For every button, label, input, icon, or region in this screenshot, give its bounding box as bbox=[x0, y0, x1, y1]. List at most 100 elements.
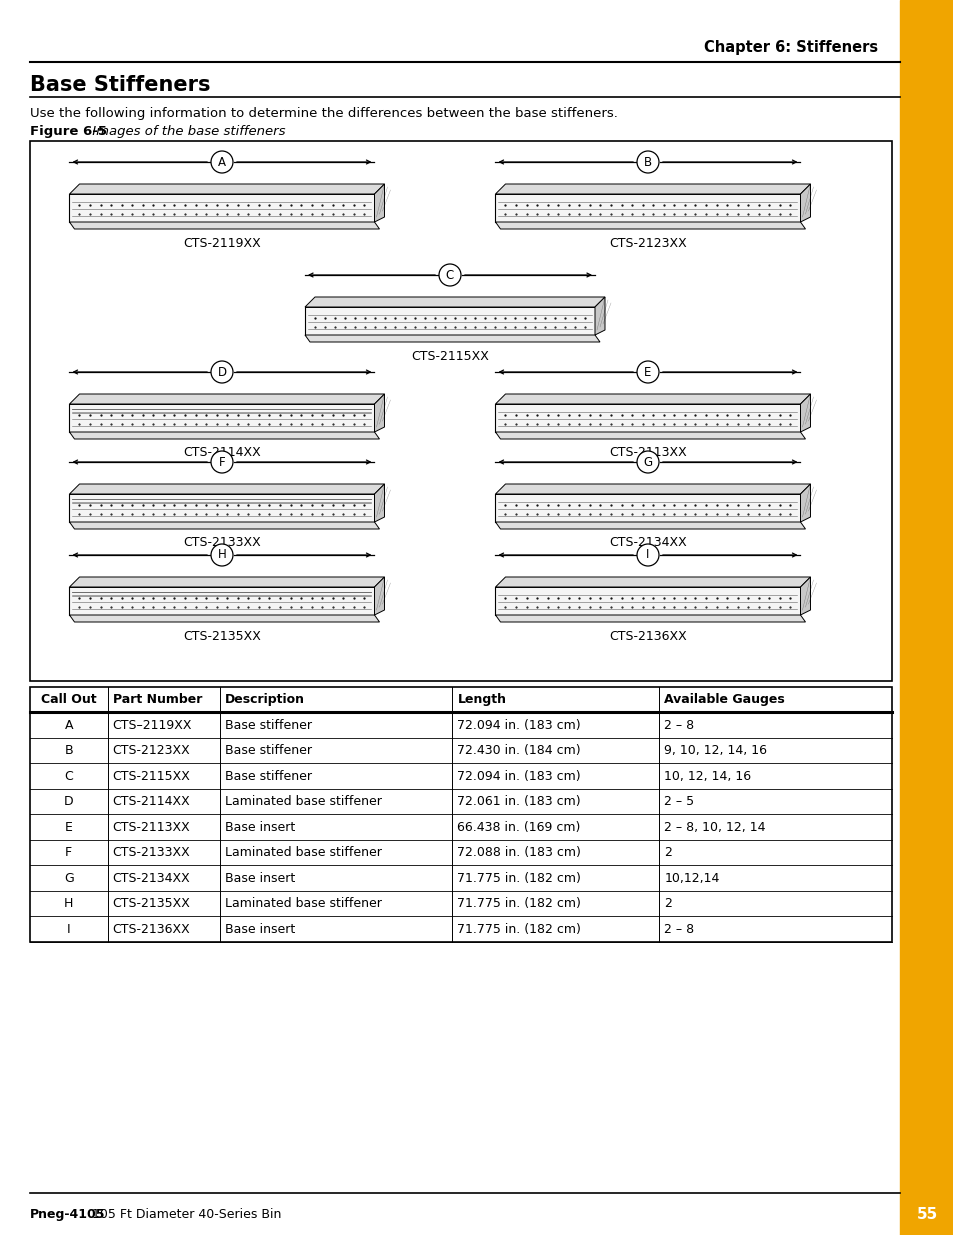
Polygon shape bbox=[70, 522, 379, 529]
Text: CTS-2123XX: CTS-2123XX bbox=[608, 236, 686, 249]
Text: 55: 55 bbox=[916, 1208, 937, 1223]
Text: D: D bbox=[217, 366, 226, 378]
Text: CTS-2113XX: CTS-2113XX bbox=[608, 447, 686, 459]
Polygon shape bbox=[70, 484, 384, 494]
Text: Figure 6-5: Figure 6-5 bbox=[30, 125, 107, 137]
Polygon shape bbox=[495, 587, 800, 615]
Polygon shape bbox=[800, 577, 810, 615]
Text: 2: 2 bbox=[663, 898, 672, 910]
Polygon shape bbox=[495, 394, 810, 404]
Polygon shape bbox=[495, 494, 800, 522]
Text: E: E bbox=[643, 366, 651, 378]
Circle shape bbox=[211, 151, 233, 173]
Text: Pneg-4105: Pneg-4105 bbox=[30, 1209, 106, 1221]
Circle shape bbox=[211, 543, 233, 566]
Text: CTS-2115XX: CTS-2115XX bbox=[112, 769, 191, 783]
Text: Part Number: Part Number bbox=[112, 693, 202, 706]
Polygon shape bbox=[495, 577, 810, 587]
Text: Base stiffener: Base stiffener bbox=[224, 719, 312, 732]
Polygon shape bbox=[495, 194, 800, 222]
Text: CTS-2114XX: CTS-2114XX bbox=[112, 795, 191, 808]
Circle shape bbox=[637, 543, 659, 566]
Text: 72.094 in. (183 cm): 72.094 in. (183 cm) bbox=[456, 769, 580, 783]
Text: G: G bbox=[64, 872, 73, 884]
Text: 72.094 in. (183 cm): 72.094 in. (183 cm) bbox=[456, 719, 580, 732]
Text: CTS-2135XX: CTS-2135XX bbox=[183, 630, 261, 642]
Text: 71.775 in. (182 cm): 71.775 in. (182 cm) bbox=[456, 923, 580, 936]
Text: Length: Length bbox=[456, 693, 506, 706]
Text: F: F bbox=[218, 456, 225, 468]
Polygon shape bbox=[70, 222, 379, 228]
Circle shape bbox=[637, 151, 659, 173]
Text: C: C bbox=[445, 268, 454, 282]
Text: D: D bbox=[64, 795, 73, 808]
Text: CTS-2133XX: CTS-2133XX bbox=[112, 846, 191, 860]
Polygon shape bbox=[495, 615, 804, 622]
Text: B: B bbox=[643, 156, 652, 168]
Text: CTS-2119XX: CTS-2119XX bbox=[183, 236, 260, 249]
Polygon shape bbox=[305, 335, 599, 342]
Text: CTS-2114XX: CTS-2114XX bbox=[183, 447, 260, 459]
Text: A: A bbox=[218, 156, 226, 168]
Text: 10, 12, 14, 16: 10, 12, 14, 16 bbox=[663, 769, 751, 783]
Text: 72.061 in. (183 cm): 72.061 in. (183 cm) bbox=[456, 795, 580, 808]
Text: B: B bbox=[65, 745, 73, 757]
Polygon shape bbox=[375, 184, 384, 222]
Polygon shape bbox=[495, 404, 800, 432]
Polygon shape bbox=[305, 296, 604, 308]
Polygon shape bbox=[375, 394, 384, 432]
Bar bbox=[30, 141, 891, 680]
Text: CTS-2136XX: CTS-2136XX bbox=[112, 923, 191, 936]
Text: Laminated base stiffener: Laminated base stiffener bbox=[224, 846, 381, 860]
Polygon shape bbox=[70, 494, 375, 522]
Text: CTS-2134XX: CTS-2134XX bbox=[112, 872, 191, 884]
Polygon shape bbox=[305, 308, 595, 335]
Circle shape bbox=[211, 451, 233, 473]
Text: CTS-2134XX: CTS-2134XX bbox=[608, 536, 686, 550]
Circle shape bbox=[637, 451, 659, 473]
Polygon shape bbox=[495, 184, 810, 194]
Text: Laminated base stiffener: Laminated base stiffener bbox=[224, 795, 381, 808]
Text: 2 – 5: 2 – 5 bbox=[663, 795, 694, 808]
Text: F: F bbox=[65, 846, 72, 860]
Text: 10,12,14: 10,12,14 bbox=[663, 872, 719, 884]
Text: 105 Ft Diameter 40-Series Bin: 105 Ft Diameter 40-Series Bin bbox=[88, 1209, 281, 1221]
Text: CTS-2113XX: CTS-2113XX bbox=[112, 821, 191, 834]
Text: C: C bbox=[65, 769, 73, 783]
Bar bbox=[899, 0, 953, 1235]
Text: 2: 2 bbox=[663, 846, 672, 860]
Text: CTS-2115XX: CTS-2115XX bbox=[411, 350, 489, 363]
Polygon shape bbox=[595, 296, 604, 335]
Text: CTS–2119XX: CTS–2119XX bbox=[112, 719, 192, 732]
Polygon shape bbox=[70, 394, 384, 404]
Text: 2 – 8: 2 – 8 bbox=[663, 923, 694, 936]
Text: G: G bbox=[642, 456, 652, 468]
Polygon shape bbox=[375, 484, 384, 522]
Text: 66.438 in. (169 cm): 66.438 in. (169 cm) bbox=[456, 821, 580, 834]
Polygon shape bbox=[495, 484, 810, 494]
Text: Base Stiffeners: Base Stiffeners bbox=[30, 75, 211, 95]
Text: 71.775 in. (182 cm): 71.775 in. (182 cm) bbox=[456, 898, 580, 910]
Text: Use the following information to determine the differences between the base stif: Use the following information to determi… bbox=[30, 106, 618, 120]
Text: 2 – 8, 10, 12, 14: 2 – 8, 10, 12, 14 bbox=[663, 821, 765, 834]
Circle shape bbox=[438, 264, 460, 287]
Polygon shape bbox=[70, 615, 379, 622]
Text: CTS-2123XX: CTS-2123XX bbox=[112, 745, 191, 757]
Text: Images of the base stiffeners: Images of the base stiffeners bbox=[88, 125, 285, 137]
Polygon shape bbox=[800, 184, 810, 222]
Text: Available Gauges: Available Gauges bbox=[663, 693, 784, 706]
Text: 72.430 in. (184 cm): 72.430 in. (184 cm) bbox=[456, 745, 580, 757]
Text: H: H bbox=[64, 898, 73, 910]
Polygon shape bbox=[375, 577, 384, 615]
Text: Call Out: Call Out bbox=[41, 693, 96, 706]
Text: CTS-2133XX: CTS-2133XX bbox=[183, 536, 260, 550]
Polygon shape bbox=[800, 484, 810, 522]
Text: Laminated base stiffener: Laminated base stiffener bbox=[224, 898, 381, 910]
Text: E: E bbox=[65, 821, 72, 834]
Polygon shape bbox=[495, 432, 804, 438]
Text: Base insert: Base insert bbox=[224, 923, 294, 936]
Polygon shape bbox=[70, 184, 384, 194]
Polygon shape bbox=[70, 404, 375, 432]
Polygon shape bbox=[70, 194, 375, 222]
Bar bbox=[30, 687, 891, 942]
